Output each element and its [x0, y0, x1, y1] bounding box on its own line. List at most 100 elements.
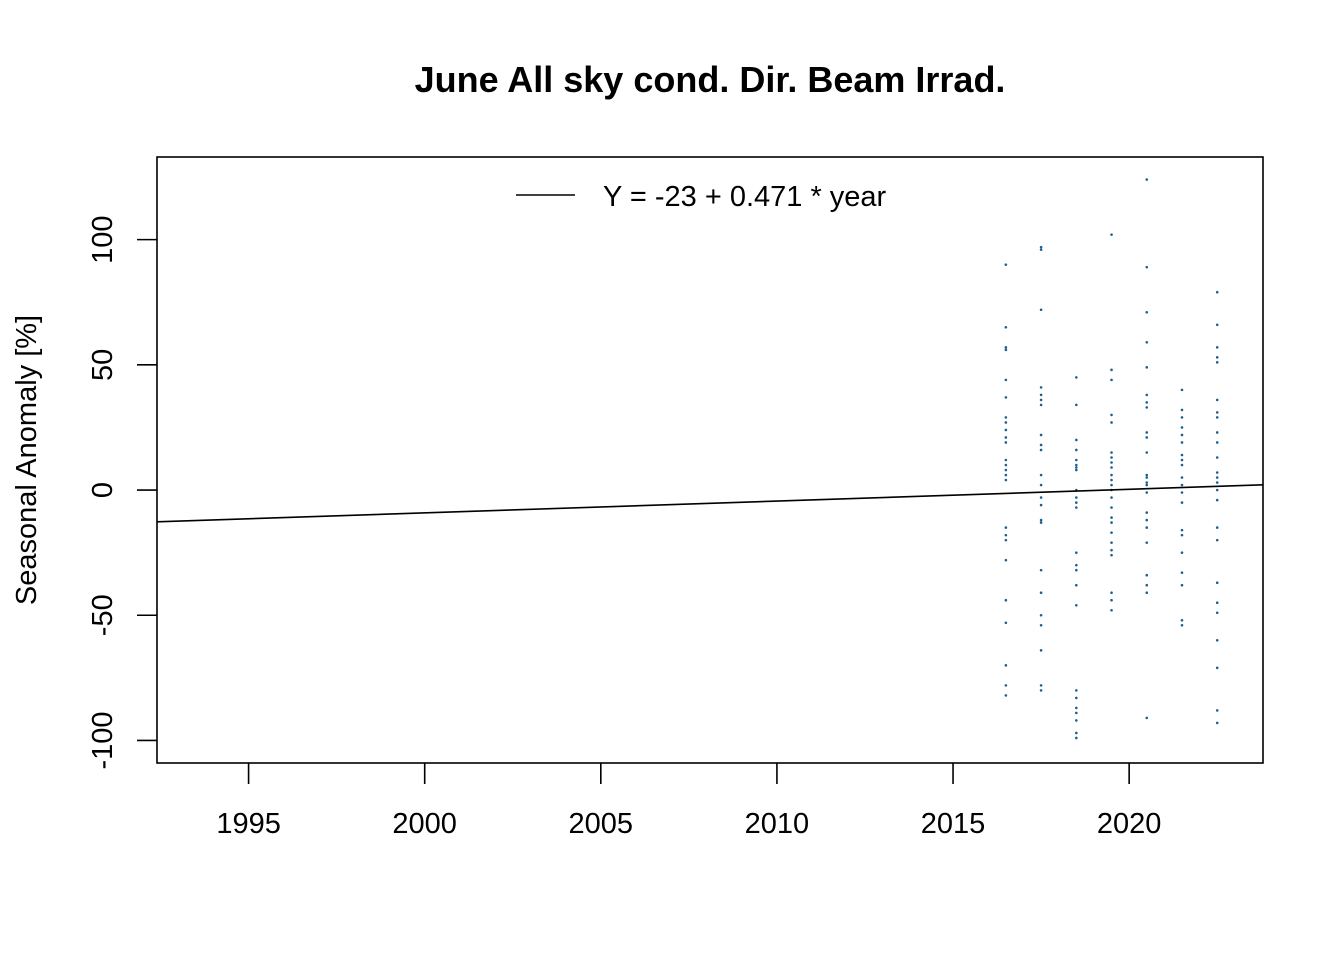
point-2-21	[1075, 719, 1078, 722]
point-6-3	[1215, 356, 1219, 359]
point-6-7	[1215, 416, 1219, 419]
point-1-0	[1039, 245, 1043, 249]
chart-title: June All sky cond. Dir. Beam Irrad.	[415, 59, 1006, 100]
point-2-17	[1075, 689, 1078, 692]
point-0-20	[1004, 598, 1008, 602]
point-0-0	[1004, 263, 1008, 266]
point-0-22	[1004, 664, 1008, 667]
point-4-6	[1145, 401, 1149, 404]
data-points	[1004, 178, 1219, 740]
point-6-6	[1215, 411, 1219, 414]
point-0-16	[1004, 526, 1008, 529]
point-6-14	[1215, 488, 1219, 492]
point-5-16	[1180, 571, 1184, 574]
point-2-19	[1075, 706, 1078, 710]
point-1-13	[1039, 503, 1043, 507]
point-2-6	[1075, 466, 1078, 469]
point-0-17	[1004, 533, 1008, 537]
point-1-15	[1039, 521, 1043, 524]
point-6-20	[1215, 611, 1219, 615]
point-6-8	[1215, 431, 1219, 434]
y-tick-label--100: -100	[87, 711, 119, 769]
point-2-9	[1075, 496, 1078, 499]
point-1-20	[1039, 649, 1043, 652]
point-6-2	[1215, 346, 1219, 349]
point-6-24	[1215, 721, 1219, 725]
point-4-8	[1145, 431, 1149, 434]
point-3-5	[1110, 451, 1113, 454]
point-2-18	[1075, 696, 1078, 700]
point-6-21	[1215, 638, 1219, 642]
point-4-20	[1145, 573, 1149, 577]
point-5-17	[1180, 583, 1184, 587]
point-6-12	[1215, 476, 1219, 479]
point-4-16	[1145, 511, 1149, 514]
point-4-22	[1145, 591, 1149, 595]
point-0-3	[1004, 348, 1008, 352]
plot-frame	[156, 156, 1264, 764]
point-6-4	[1215, 361, 1219, 364]
point-6-11	[1215, 471, 1219, 474]
point-3-10	[1110, 478, 1113, 482]
point-4-18	[1145, 526, 1149, 529]
point-3-16	[1110, 521, 1113, 524]
point-2-16	[1075, 603, 1078, 607]
point-4-2	[1145, 310, 1149, 314]
x-tick-label-1995: 1995	[216, 808, 281, 840]
point-1-17	[1039, 591, 1043, 595]
point-0-23	[1004, 684, 1008, 687]
point-3-14	[1110, 506, 1113, 509]
point-1-3	[1039, 386, 1043, 389]
point-1-19	[1039, 623, 1043, 627]
point-5-3	[1180, 426, 1184, 429]
point-3-3	[1110, 413, 1113, 417]
point-0-5	[1004, 396, 1008, 399]
point-5-14	[1180, 533, 1184, 537]
point-3-17	[1110, 531, 1113, 534]
point-1-4	[1039, 393, 1043, 397]
point-5-15	[1180, 551, 1184, 554]
point-0-9	[1004, 436, 1008, 439]
point-6-5	[1215, 398, 1219, 402]
point-6-13	[1215, 481, 1219, 484]
point-6-1	[1215, 323, 1219, 327]
point-0-19	[1004, 558, 1008, 562]
point-4-14	[1145, 483, 1149, 487]
point-5-7	[1180, 458, 1184, 462]
point-1-8	[1039, 443, 1043, 447]
point-4-3	[1145, 341, 1149, 344]
y-tick-label-100: 100	[87, 215, 119, 263]
point-0-6	[1004, 416, 1008, 419]
point-2-14	[1075, 568, 1078, 572]
point-2-7	[1075, 468, 1078, 472]
point-3-15	[1110, 516, 1113, 519]
point-2-4	[1075, 458, 1078, 462]
y-tick-label-50: 50	[87, 349, 119, 381]
point-3-1	[1110, 368, 1113, 372]
point-4-17	[1145, 518, 1149, 522]
point-5-2	[1180, 416, 1184, 419]
point-4-11	[1145, 473, 1149, 477]
point-5-6	[1180, 453, 1184, 457]
point-1-5	[1039, 398, 1043, 402]
point-6-19	[1215, 601, 1219, 605]
point-5-19	[1180, 623, 1184, 627]
point-2-15	[1075, 583, 1078, 587]
point-2-1	[1075, 403, 1078, 407]
point-4-4	[1145, 366, 1149, 369]
point-5-5	[1180, 441, 1184, 444]
legend: Y = -23 + 0.471 * year	[516, 181, 887, 213]
point-1-22	[1039, 689, 1043, 692]
point-2-5	[1075, 463, 1078, 467]
point-4-9	[1145, 436, 1149, 439]
x-tick-label-2000: 2000	[392, 808, 457, 840]
point-5-12	[1180, 501, 1184, 504]
point-6-0	[1215, 290, 1219, 294]
legend-label: Y = -23 + 0.471 * year	[603, 181, 887, 213]
point-4-19	[1145, 541, 1149, 544]
point-0-7	[1004, 421, 1008, 424]
point-5-10	[1180, 483, 1184, 487]
point-3-21	[1110, 591, 1113, 595]
point-0-21	[1004, 621, 1008, 625]
point-0-11	[1004, 458, 1008, 462]
